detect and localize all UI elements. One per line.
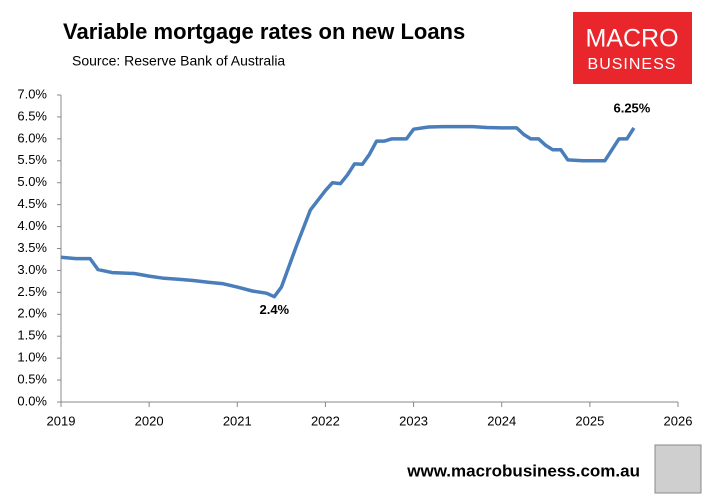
y-tick-label: 4.5% — [17, 196, 47, 211]
y-tick-label: 4.0% — [17, 218, 47, 233]
y-tick-label: 3.5% — [17, 240, 47, 255]
chart-subtitle: Source: Reserve Bank of Australia — [72, 53, 285, 69]
data-label: 6.25% — [613, 100, 650, 115]
y-tick-label: 5.5% — [17, 152, 47, 167]
x-tick-label: 2024 — [487, 413, 516, 428]
x-tick-label: 2023 — [399, 413, 428, 428]
y-tick-label: 1.5% — [17, 328, 47, 343]
x-tick-label: 2019 — [47, 413, 76, 428]
x-tick-label: 2022 — [311, 413, 340, 428]
y-tick-label: 6.0% — [17, 130, 47, 145]
y-tick-label: 0.5% — [17, 372, 47, 387]
x-tick-label: 2026 — [664, 413, 693, 428]
x-tick-label: 2020 — [135, 413, 164, 428]
x-tick-label: 2021 — [223, 413, 252, 428]
y-tick-label: 1.0% — [17, 350, 47, 365]
data-label: 2.4% — [259, 302, 289, 317]
y-tick-label: 3.0% — [17, 262, 47, 277]
y-tick-label: 0.0% — [17, 393, 47, 408]
x-tick-label: 2025 — [575, 413, 604, 428]
y-tick-label: 2.0% — [17, 306, 47, 321]
fox-icon — [654, 444, 702, 494]
y-tick-label: 5.0% — [17, 174, 47, 189]
line-series — [60, 124, 636, 299]
logo-text: BUSINESS — [588, 56, 677, 73]
chart-title: Variable mortgage rates on new Loans — [63, 19, 465, 44]
y-tick-label: 2.5% — [17, 284, 47, 299]
y-tick-label: 6.5% — [17, 108, 47, 123]
website: www.macrobusiness.com.au — [406, 461, 640, 480]
y-tick-label: 7.0% — [17, 86, 47, 101]
logo-box — [573, 12, 692, 84]
logo-text: MACRO — [585, 25, 678, 53]
